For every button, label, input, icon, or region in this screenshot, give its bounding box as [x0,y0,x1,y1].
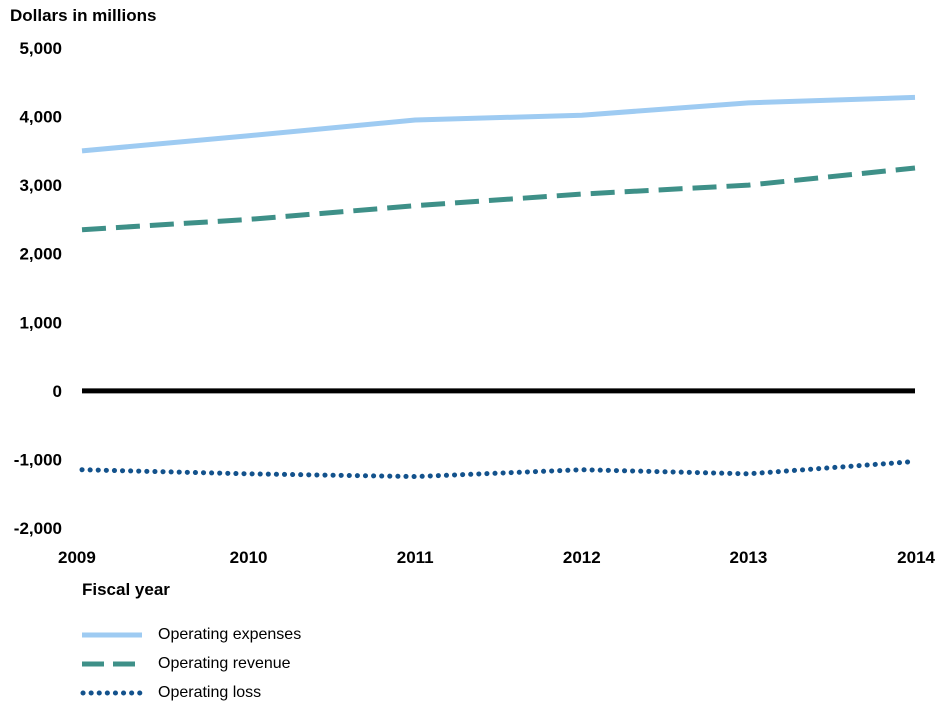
series-line-operating-loss [79,458,918,480]
legend-label: Operating revenue [158,654,291,672]
x-tick-label: 2011 [397,548,434,567]
line-chart: 5,000 4,000 3,000 2,000 1,000 0 -1,000 -2,000 2… [14,39,936,567]
series-lines [79,94,918,480]
y-tick-label: -2,000 [14,519,62,538]
legend-label: Operating expenses [158,625,302,643]
y-tick-label: 4,000 [19,108,62,127]
x-tick-label: 2010 [230,548,268,567]
x-tick-label: 2012 [563,548,601,567]
x-tick-labels: 2009 2010 2011 2012 2013 2014 [58,548,936,567]
x-tick-label: 2013 [729,548,767,567]
series-line-operating-expenses [81,94,916,154]
legend-swatch-dashed-icon [82,661,142,666]
y-tick-label: -1,000 [14,450,62,469]
legend: Operating expenses Operating revenue Ope… [80,620,301,707]
y-tick-label: 1,000 [19,313,62,332]
legend-swatch-dotted-icon [80,690,144,695]
x-tick-label: 2009 [58,548,96,567]
x-axis-title: Fiscal year [82,580,170,599]
legend-label: Operating loss [158,683,262,701]
legend-item-operating-loss: Operating loss [80,678,301,707]
x-tick-label: 2014 [897,548,935,567]
y-axis-title: Dollars in millions [10,6,157,25]
y-tick-label: 3,000 [19,176,62,195]
legend-item-operating-revenue: Operating revenue [80,649,301,678]
series-line-operating-revenue [81,165,916,233]
legend-item-operating-expenses: Operating expenses [80,620,301,649]
y-tick-labels: 5,000 4,000 3,000 2,000 1,000 0 -1,000 -2,000 [14,39,62,538]
legend-swatch-solid-icon [82,632,142,637]
y-tick-label: 5,000 [19,39,62,58]
y-tick-label: 2,000 [19,245,62,264]
y-tick-label: 0 [53,382,62,401]
